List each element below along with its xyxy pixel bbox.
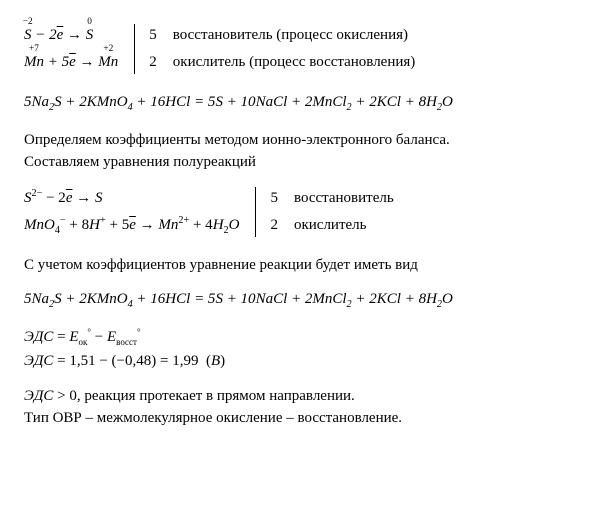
description-column: восстановитель (процесс окисления) окисл…: [163, 22, 416, 76]
coefficient-column: 5 2: [143, 22, 163, 76]
emf-block: ЭДС = Eок° − Eвосст° ЭДС = 1,51 − (−0,48…: [24, 327, 583, 373]
coef-2b: 2: [270, 212, 278, 239]
paragraph-coefficients: С учетом коэффициентов уравнение реакции…: [24, 255, 583, 277]
half-reaction-equations-2: S2− − 2e → S MnO4− + 8H+ + 5e → Mn2+ + 4…: [24, 185, 247, 239]
overall-equation-1: 5Na2S + 2KMnO4 + 16HCl = 5S + 10NaCl + 2…: [24, 92, 583, 114]
half-reaction-block-1: −2S − 2e → 0S +7Mn + 5e → +2Mn 5 2 восст…: [24, 22, 583, 76]
description-column-2: восстановитель окислитель: [284, 185, 394, 239]
half-reaction-equations: −2S − 2e → 0S +7Mn + 5e → +2Mn: [24, 22, 126, 76]
divider-bar-2: [255, 187, 256, 237]
oxidation-half-reaction-2: S2− − 2e → S: [24, 185, 239, 212]
desc-oxidation: восстановитель (процесс окисления): [173, 22, 416, 49]
coef-2: 2: [149, 49, 157, 76]
coef-1: 5: [149, 22, 157, 49]
divider-bar: [134, 24, 135, 74]
emf-formula: ЭДС = Eок° − Eвосст°: [24, 327, 583, 349]
reduction-half-reaction: +7Mn + 5e → +2Mn: [24, 49, 118, 76]
desc-oxidation-2: восстановитель: [294, 185, 394, 212]
overall-equation-2: 5Na2S + 2KMnO4 + 16HCl = 5S + 10NaCl + 2…: [24, 289, 583, 311]
desc-reduction-2: окислитель: [294, 212, 394, 239]
coef-1b: 5: [270, 185, 278, 212]
paragraph-conclusion: ЭДС > 0, реакция протекает в прямом напр…: [24, 386, 583, 430]
coefficient-column-2: 5 2: [264, 185, 284, 239]
emf-calc: ЭДС = 1,51 − (−0,48) = 1,99 (В): [24, 351, 583, 373]
paragraph-method: Определяем коэффициенты методом ионно-эл…: [24, 130, 583, 174]
reduction-half-reaction-2: MnO4− + 8H+ + 5e → Mn2+ + 4H2O: [24, 212, 239, 239]
desc-reduction: окислитель (процесс восстановления): [173, 49, 416, 76]
half-reaction-block-2: S2− − 2e → S MnO4− + 8H+ + 5e → Mn2+ + 4…: [24, 185, 583, 239]
